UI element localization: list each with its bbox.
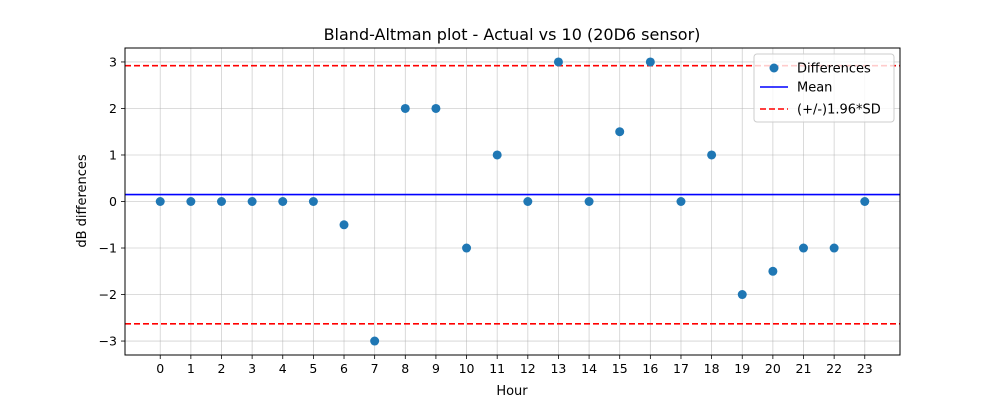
y-tick-label: 3 [109,54,117,69]
x-axis-label: Hour [496,384,528,399]
data-point [339,220,349,230]
data-point [155,197,165,206]
data-point [492,150,502,160]
grid-lines [125,48,900,355]
x-tick-label: 6 [340,361,348,376]
y-tick-label: 2 [109,101,117,116]
y-tick-label: −2 [99,287,117,302]
data-point [676,197,686,206]
x-tick-label: 9 [432,361,440,376]
data-point [553,57,563,67]
x-tick-label: 21 [796,361,812,376]
x-tick-label: 20 [765,361,781,376]
x-tick-label: 7 [371,361,379,376]
x-tick-label: 11 [489,361,505,376]
data-point [829,243,839,253]
legend-label-mean: Mean [797,81,832,96]
legend-label-limits: (+/-)1.96*SD [797,103,881,118]
x-tick-label: 4 [279,361,287,376]
data-point [400,103,410,113]
x-tick-label: 10 [459,361,475,376]
y-tick-label: 1 [109,147,117,162]
legend-marker-differences [769,63,779,73]
legend-label-differences: Differences [797,62,871,77]
y-tick-label: −3 [99,334,117,349]
x-tick-label: 5 [309,361,317,376]
x-tick-label: 22 [826,361,842,376]
data-point [645,57,655,67]
data-point [278,197,288,206]
x-tick-label: 2 [218,361,226,376]
x-tick-label: 23 [857,361,873,376]
x-tick-label: 18 [704,361,720,376]
x-tick-label: 3 [248,361,256,376]
x-axis-ticks: 0 1 2 3 4 5 6 7 8 9 10 11 12 13 14 15 16 17 18 19 20 21 22 23 [156,355,873,376]
y-tick-label: 0 [109,194,117,209]
x-tick-label: 15 [612,361,628,376]
data-points [155,57,870,346]
data-point [523,197,533,206]
data-point [462,243,472,253]
x-tick-label: 12 [520,361,536,376]
data-point [370,336,380,346]
y-axis-ticks: 3 2 1 0 −1 −2 −3 [99,54,125,349]
data-point [247,197,257,206]
data-point [768,266,778,276]
data-point [308,197,318,206]
data-point [707,150,717,160]
chart-title: Bland-Altman plot - Actual vs 10 (20D6 s… [324,25,701,44]
x-tick-label: 19 [734,361,750,376]
data-point [216,197,226,206]
data-point [799,243,809,253]
data-point [737,290,747,300]
y-tick-label: −1 [99,241,117,256]
x-tick-label: 8 [401,361,409,376]
data-point [860,197,870,206]
legend-box [753,53,895,123]
data-point [186,197,196,206]
x-tick-label: 0 [156,361,164,376]
x-tick-label: 1 [187,361,195,376]
data-point [431,103,441,113]
x-tick-label: 14 [581,361,597,376]
legend: Differences Mean (+/-)1.96*SD [753,53,895,123]
x-tick-label: 16 [642,361,658,376]
data-point [584,197,594,206]
reference-lines [125,64,900,325]
x-tick-label: 17 [673,361,689,376]
x-tick-label: 13 [550,361,566,376]
y-axis-label: dB differences [75,154,90,248]
data-point [615,127,625,137]
